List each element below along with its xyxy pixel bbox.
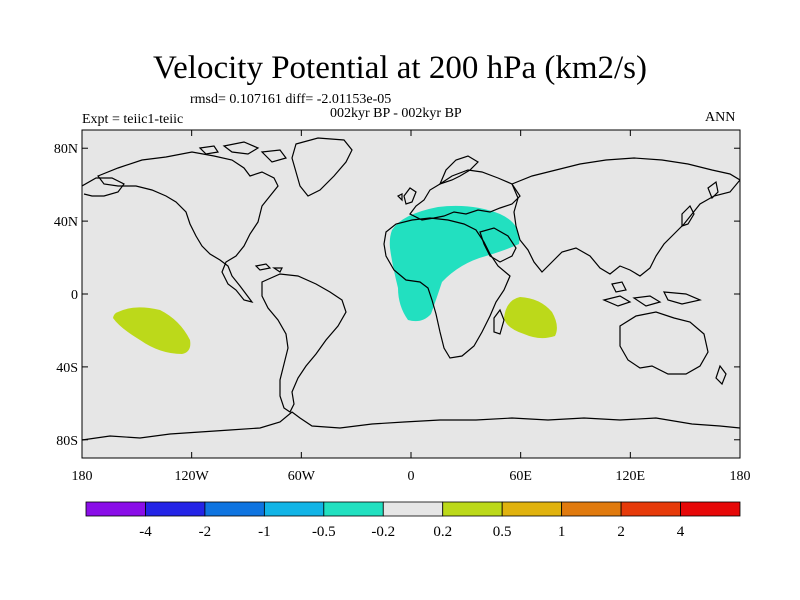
lon-label: 60W: [288, 469, 316, 484]
colorbar-box: [442, 501, 503, 517]
british-isles-coast: [396, 187, 417, 205]
lon-label: 180: [730, 469, 751, 484]
lat-label: 0: [71, 288, 78, 303]
period-text: 002kyr BP - 002kyr BP: [330, 106, 462, 121]
experiment-label: Expt = teiic1-teiic: [82, 112, 184, 127]
colorbar-label: 2: [617, 524, 625, 540]
pacific-positive-anomaly: [113, 307, 191, 354]
colorbar-box: [323, 501, 384, 517]
lat-label: 40N: [54, 215, 78, 230]
lon-label: 180: [72, 469, 93, 484]
arctic-islands: [198, 141, 288, 163]
indian-ocean-positive-anomaly: [504, 297, 557, 339]
colorbar-box: [204, 501, 265, 517]
colorbar-label: -1: [258, 524, 271, 540]
lon-label: 120W: [175, 469, 210, 484]
south-america-coast: [261, 273, 347, 413]
antarctica-coast: [82, 411, 740, 441]
colorbar-labels: -4 -2 -1 -0.5 -0.2 0.2 0.5 1 2 4: [139, 524, 685, 540]
longitude-ticks: [81, 130, 741, 458]
colorbar-box: [680, 501, 741, 517]
colorbar-label: 4: [677, 524, 685, 540]
asia-coast: [511, 157, 740, 277]
indonesia-coast: [602, 281, 702, 307]
colorbar-box: [501, 501, 563, 517]
colorbar-boxes: [85, 501, 741, 517]
australia-coast: [619, 311, 709, 375]
arabia-coast: [479, 227, 517, 263]
colorbar-box: [85, 501, 146, 517]
lat-label: 80S: [56, 434, 78, 449]
europe-coast: [409, 169, 521, 221]
stats-text: rmsd= 0.107161 diff= -2.01153e-05: [190, 92, 392, 107]
latitude-labels: 80N 40N 0 40S 80S: [54, 142, 78, 449]
caribbean-islands: [254, 263, 283, 273]
africa-negative-anomaly: [389, 205, 520, 322]
colorbar-label: 0.5: [493, 524, 512, 540]
africa-coast: [383, 217, 511, 359]
lon-label: 60E: [509, 469, 532, 484]
colorbar-label: 1: [558, 524, 566, 540]
alaska-coast: [82, 177, 125, 197]
latitude-ticks: [82, 147, 740, 441]
lon-label: 120E: [616, 469, 646, 484]
colorbar-box: [145, 501, 206, 517]
lat-label: 80N: [54, 142, 78, 157]
colorbar-box: [382, 501, 444, 517]
colorbar-label: 0.2: [433, 524, 452, 540]
colorbar-label: -0.2: [371, 524, 395, 540]
lat-label: 40S: [56, 361, 78, 376]
greenland-coast: [291, 137, 353, 197]
japan-coast: [681, 180, 719, 227]
map-title: Velocity Potential at 200 hPa (km2/s): [152, 50, 648, 86]
madagascar-coast: [493, 308, 505, 335]
coastlines: [82, 137, 740, 441]
colorbar-label: -0.5: [312, 524, 336, 540]
colorbar-box: [620, 501, 681, 517]
scandinavia-coast: [438, 155, 479, 185]
colorbar-box: [263, 501, 325, 517]
colorbar-box: [561, 501, 622, 517]
north-america-coast: [97, 151, 279, 303]
lon-label: 0: [408, 469, 415, 484]
colorbar-label: -4: [139, 524, 152, 540]
new-zealand-coast: [715, 364, 727, 386]
longitude-labels: 180 120W 60W 0 60E 120E 180: [72, 469, 751, 484]
colorbar-label: -2: [199, 524, 212, 540]
season-label: ANN: [705, 110, 736, 125]
